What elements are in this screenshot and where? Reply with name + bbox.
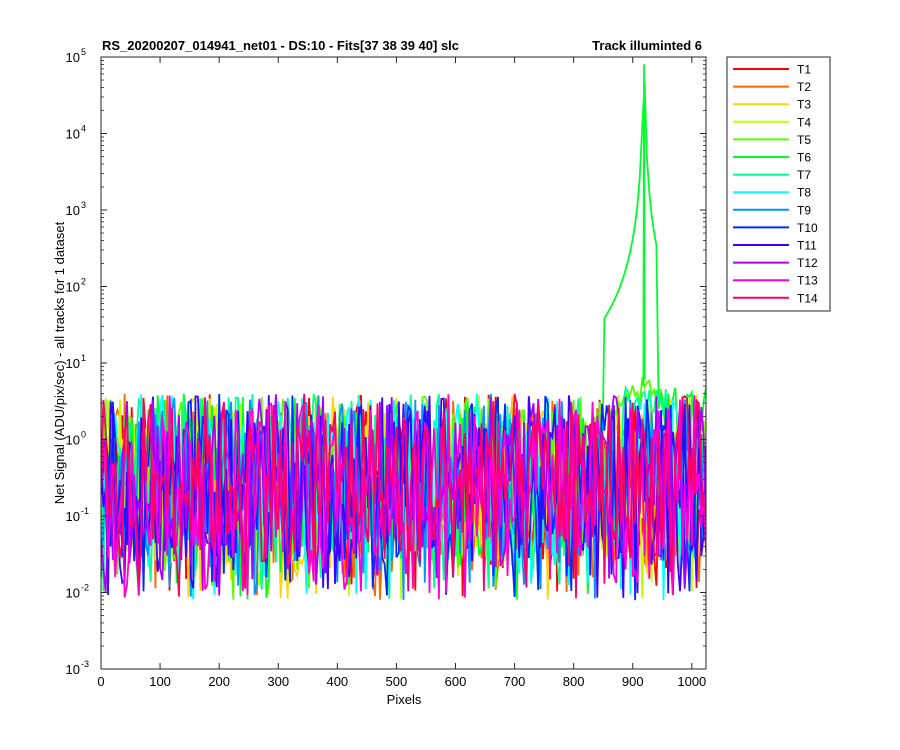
legend-label-t1: T1	[797, 63, 811, 77]
y-tick-exponent: 0	[81, 430, 86, 440]
y-axis-label: Net Signal (ADU/pix/sec) - all tracks fo…	[52, 221, 67, 504]
x-tick-label: 700	[504, 674, 526, 689]
legend-label-t3: T3	[797, 98, 811, 112]
legend-label-t11: T11	[797, 239, 817, 253]
plot-area	[101, 64, 706, 601]
legend-label-t9: T9	[797, 203, 811, 217]
y-tick-label: 10	[66, 127, 80, 142]
y-tick-exponent: 5	[81, 47, 86, 57]
x-tick-label: 200	[208, 674, 230, 689]
x-tick-label: 100	[149, 674, 171, 689]
y-tick-label: 10	[66, 509, 80, 524]
x-tick-label: 300	[267, 674, 289, 689]
y-tick-label: 10	[66, 433, 80, 448]
y-tick-label: 10	[66, 356, 80, 371]
x-tick-label: 400	[326, 674, 348, 689]
chart-title: RS_20200207_014941_net01 - DS:10 - Fits[…	[102, 38, 459, 53]
y-tick-label: 10	[66, 203, 80, 218]
x-tick-label: 0	[97, 674, 104, 689]
x-tick-label: 500	[386, 674, 408, 689]
x-tick-label: 600	[445, 674, 467, 689]
legend-label-t10: T10	[797, 221, 818, 235]
y-tick-exponent: 3	[81, 200, 86, 210]
legend-label-t12: T12	[797, 256, 818, 270]
legend-label-t4: T4	[797, 115, 811, 129]
legend-box	[726, 56, 831, 312]
x-tick-label: 900	[622, 674, 644, 689]
y-tick-exponent: -1	[81, 506, 89, 516]
y-tick-exponent: -2	[81, 583, 89, 593]
legend-label-t2: T2	[797, 80, 811, 94]
chart-subtitle-illuminated: Track illuminted 6	[592, 38, 702, 53]
legend-label-t5: T5	[797, 133, 811, 147]
x-axis-label: Pixels	[387, 692, 422, 707]
y-tick-exponent: 1	[81, 353, 86, 363]
y-tick-exponent: -3	[81, 659, 89, 669]
x-ticks: 0 100 200 300 400 500 600 700 800 900 1000	[97, 57, 706, 689]
legend: T1 T2 T3 T4 T5 T6 T7 T8 T9 T10 T11 T12 T13 T14	[726, 56, 831, 312]
y-tick-exponent: 2	[81, 277, 86, 287]
legend-label-t13: T13	[797, 274, 818, 288]
y-tick-label: 10	[66, 50, 80, 65]
x-tick-label: 1000	[677, 674, 706, 689]
y-tick-exponent: 4	[81, 124, 86, 134]
series-line-t14	[101, 393, 706, 599]
legend-label-t8: T8	[797, 186, 811, 200]
series-line-t13	[101, 394, 706, 600]
y-tick-label: 10	[66, 280, 80, 295]
x-tick-label: 800	[563, 674, 585, 689]
legend-label-t7: T7	[797, 168, 811, 182]
legend-label-t14: T14	[797, 291, 818, 305]
y-tick-label: 10	[66, 662, 80, 677]
series-line-t10	[101, 393, 706, 601]
y-tick-label: 10	[66, 586, 80, 601]
legend-label-t6: T6	[797, 151, 811, 165]
